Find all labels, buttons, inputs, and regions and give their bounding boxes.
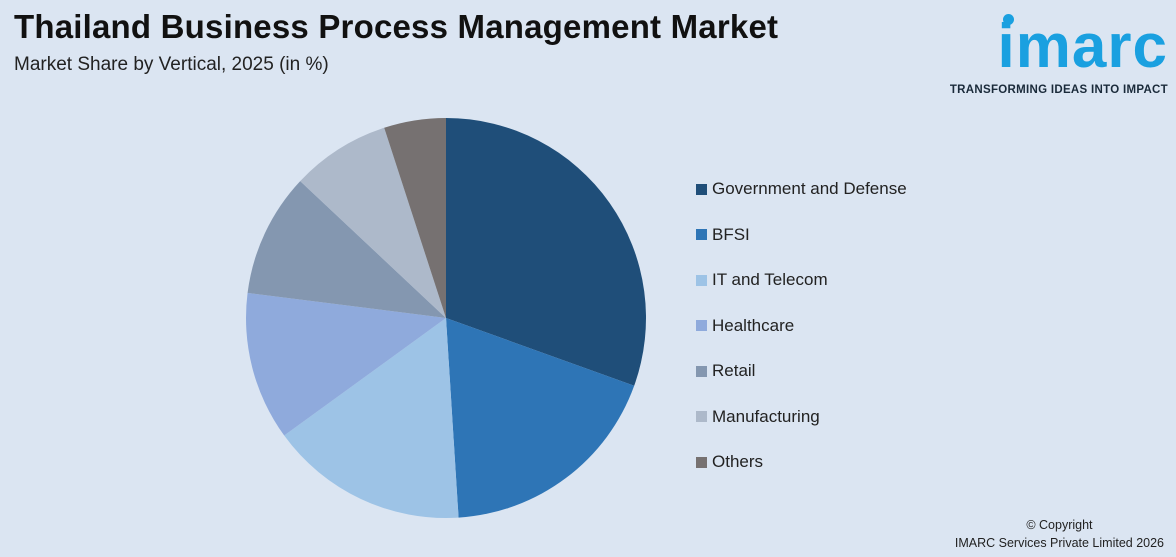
pie-slice-healthcare [246, 292, 446, 436]
pie-slice-retail [247, 181, 446, 318]
legend-item: Government and Defense [696, 178, 907, 200]
page-subtitle: Market Share by Vertical, 2025 (in %) [14, 54, 329, 75]
legend-label: Manufacturing [712, 406, 820, 426]
copyright-line-2: IMARC Services Private Limited 2026 [954, 536, 1164, 550]
legend-swatch [696, 183, 707, 195]
legend-item: Retail [696, 360, 907, 382]
copyright: © Copyright IMARC Services Private Limit… [955, 516, 1164, 552]
imarc-logo: imarc TRANSFORMING IDEAS INTO IMPACT [946, 12, 1168, 96]
legend-label: Government and Defense [712, 179, 907, 198]
legend-item: Healthcare [696, 315, 907, 337]
pie-slice-manufacturing [300, 127, 446, 318]
legend-swatch [696, 456, 707, 468]
pie-slice-others [384, 118, 446, 318]
legend-swatch [696, 365, 707, 377]
pie-chart [246, 118, 646, 518]
copyright-line-1: © Copyright [1026, 518, 1093, 532]
legend-item: BFSI [696, 224, 907, 246]
legend-swatch [696, 320, 707, 331]
legend-label: Others [712, 452, 764, 471]
logo-tagline: TRANSFORMING IDEAS INTO IMPACT [949, 84, 1168, 96]
page-title: Thailand Business Process Management Mar… [14, 8, 779, 45]
legend-swatch [696, 411, 707, 422]
legend-label: BFSI [712, 224, 750, 244]
pie-slice-bfsi [446, 318, 635, 518]
logo-wordmark: imarc [997, 12, 1168, 81]
chart-legend: Government and Defense BFSI IT and Telecom… [696, 178, 907, 497]
legend-swatch [696, 274, 707, 286]
logo-dot-icon [1002, 14, 1014, 25]
legend-label: Retail [712, 361, 756, 380]
pie-slice-government-and-defense [446, 118, 646, 386]
legend-item: IT and Telecom [696, 269, 907, 291]
legend-item: Others [696, 451, 907, 473]
pie-slice-it-and-telecom [284, 318, 459, 518]
legend-label: IT and Telecom [712, 270, 828, 289]
legend-item: Manufacturing [696, 406, 907, 428]
legend-swatch [696, 229, 707, 240]
legend-label: Healthcare [712, 315, 795, 335]
